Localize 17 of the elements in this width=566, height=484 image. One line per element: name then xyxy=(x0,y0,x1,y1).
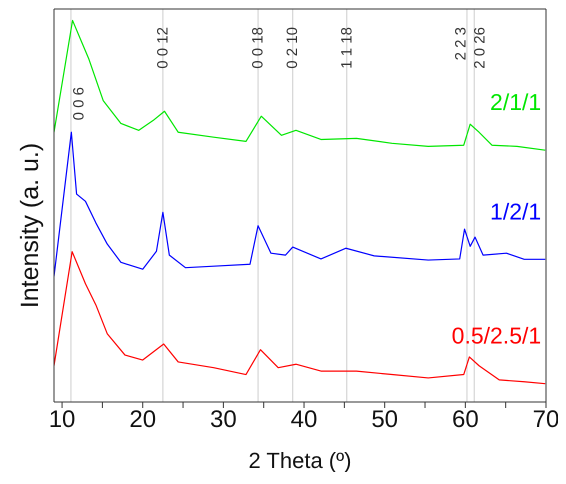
annotation: 0 0 6 xyxy=(70,87,88,120)
annotation: 0 0 18 xyxy=(250,27,267,69)
y-axis-title: Intensity (a. u.) xyxy=(16,142,44,308)
x-tick-label: 30 xyxy=(210,406,237,434)
series-label: 0.5/2.5/1 xyxy=(452,322,542,349)
x-tick-label: 10 xyxy=(48,406,76,434)
series-label: 2/1/1 xyxy=(490,89,542,116)
x-tick-label: 50 xyxy=(371,406,398,434)
x-tick-label: 40 xyxy=(290,406,318,434)
annotation: 2 0 26 xyxy=(472,27,489,69)
annotation: 2 2 3 xyxy=(452,27,470,60)
annotation: 0 0 12 xyxy=(154,27,172,69)
annotation: 0 2 10 xyxy=(284,27,302,69)
x-tick-label: 60 xyxy=(452,406,479,434)
x-tick-label: 20 xyxy=(129,406,156,434)
series-label: 1/2/1 xyxy=(490,198,542,224)
annotation: 1 1 18 xyxy=(338,27,356,69)
